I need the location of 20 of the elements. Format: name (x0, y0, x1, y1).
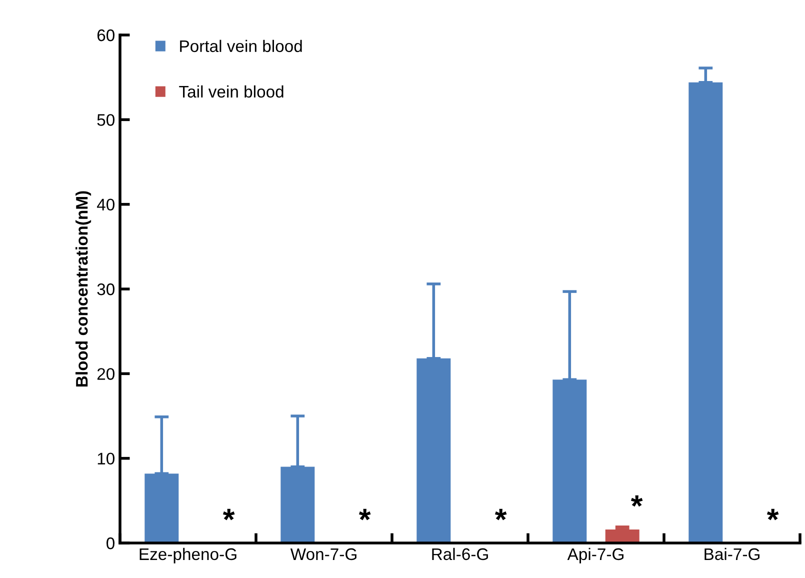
x-tick-label: Bai-7-G (704, 548, 760, 560)
y-tick-label: 50 (97, 114, 114, 126)
annotation: * (494, 508, 507, 520)
x-tick-label: Won-7-G (290, 548, 356, 560)
y-axis-title: Blood concentration(nM) (76, 191, 92, 386)
x-tick-label: Api-7-G (567, 548, 624, 564)
legend-label: Portal vein blood (180, 40, 302, 52)
legend-label: Tail vein blood (179, 85, 284, 98)
y-tick-label: 0 (106, 537, 114, 550)
y-tick-label: 60 (97, 29, 114, 42)
annotation: * (358, 508, 371, 520)
x-tick-label: Ral-6-G (432, 548, 488, 560)
y-tick-label: 30 (97, 283, 114, 296)
annotation: * (766, 508, 779, 520)
annotation: * (222, 508, 235, 520)
annotation: * (630, 495, 643, 507)
y-tick-label: 10 (98, 452, 114, 465)
y-tick-label: 40 (96, 198, 114, 211)
x-tick-label: Eze-pheno-G (140, 548, 236, 564)
y-tick-label: 20 (97, 368, 114, 380)
